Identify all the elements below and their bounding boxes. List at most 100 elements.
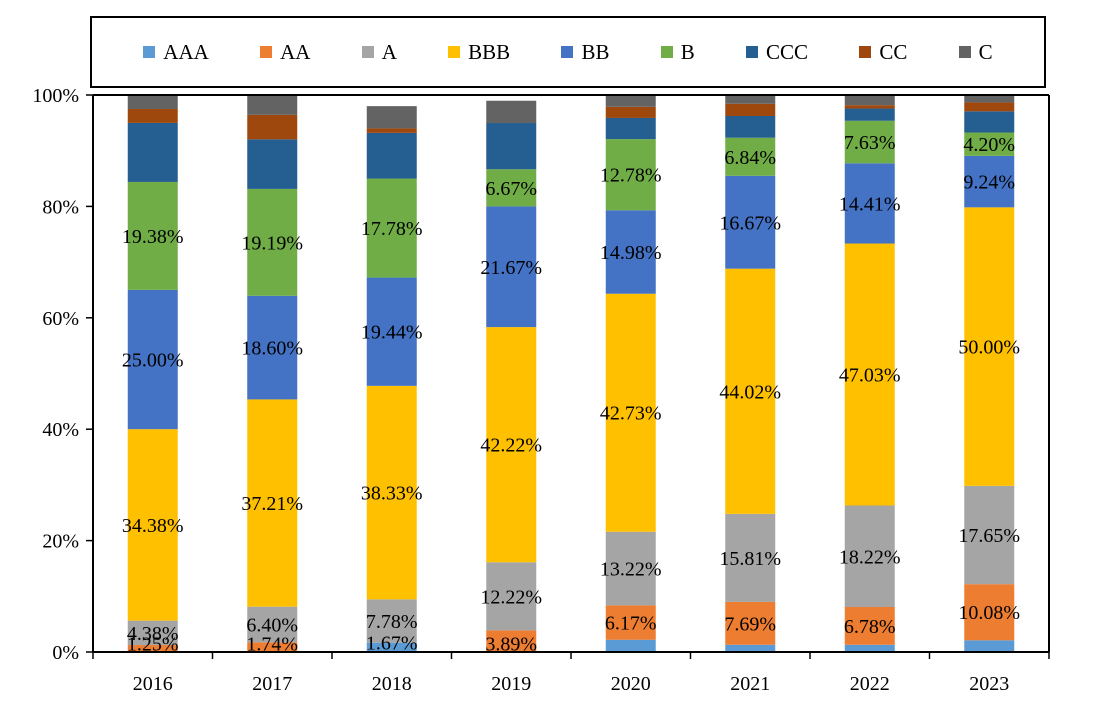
bar-segment: [605, 531, 656, 606]
bar-segment: [725, 103, 776, 116]
data-label: 21.67%: [480, 257, 542, 279]
bar-segment: [964, 132, 1015, 156]
x-tick-label: 2021: [730, 673, 770, 695]
data-label: 6.67%: [485, 178, 537, 200]
bar-segment: [605, 639, 656, 652]
bar-segment: [366, 599, 417, 643]
bar-segment: [486, 206, 537, 328]
y-tick-label: 80%: [42, 196, 79, 218]
data-label: 12.22%: [480, 586, 542, 608]
bar-segment: [127, 122, 178, 182]
bar-segment: [844, 95, 895, 106]
bar-segment: [366, 106, 417, 129]
bar-segment: [605, 210, 656, 294]
bar-segment: [964, 584, 1015, 641]
y-tick-label: 40%: [42, 419, 79, 441]
legend-label: C: [978, 39, 993, 64]
bar-segment: [486, 123, 537, 170]
data-label: 42.22%: [480, 435, 542, 457]
data-label: 10.08%: [958, 602, 1020, 624]
bar-segment: [964, 95, 1015, 103]
data-label: 19.44%: [361, 322, 423, 344]
bar-segment: [844, 243, 895, 506]
bar-segment: [366, 128, 417, 133]
bar-segment: [247, 606, 298, 643]
bar-segment: [127, 181, 178, 290]
bar-segment: [127, 95, 178, 109]
data-label: 19.19%: [241, 232, 303, 254]
bar-segment: [844, 105, 895, 109]
bar-segment: [964, 207, 1015, 486]
data-label: 14.41%: [839, 193, 901, 215]
legend-label: CC: [879, 39, 908, 64]
bar-segment: [486, 100, 537, 124]
bar-segment: [725, 137, 776, 176]
legend-item: AA: [260, 40, 310, 65]
y-tick-label: 0%: [52, 642, 79, 664]
data-label: 9.24%: [963, 172, 1015, 194]
data-label: 25.00%: [122, 350, 184, 372]
bar-segment: [605, 139, 656, 211]
x-tick-label: 2023: [969, 673, 1009, 695]
bar-segment: [725, 601, 776, 645]
data-label: 16.67%: [719, 212, 781, 234]
data-label: 4.20%: [963, 134, 1015, 156]
bar-segment: [605, 293, 656, 532]
data-label: 18.22%: [839, 546, 901, 568]
bar-segment: [127, 620, 178, 646]
legend-item: A: [361, 40, 397, 65]
data-label: 44.02%: [719, 381, 781, 403]
legend-label: AA: [280, 39, 311, 64]
data-label: 34.38%: [122, 515, 184, 537]
bar-segment: [366, 277, 417, 386]
legend-swatch: [561, 46, 574, 58]
bar-segment: [366, 132, 417, 179]
legend-item: BBB: [448, 40, 510, 65]
bar-segment: [486, 630, 537, 652]
bar-segment: [605, 106, 656, 118]
bar-segment: [725, 268, 776, 514]
bar-segment: [725, 644, 776, 652]
bar-segment: [247, 399, 298, 607]
bar-segment: [844, 644, 895, 652]
y-tick-label: 100%: [32, 85, 79, 107]
bar-segment: [844, 163, 895, 244]
data-label: 6.40%: [246, 614, 298, 636]
bar-segment: [127, 645, 178, 652]
data-label: 37.21%: [241, 493, 303, 515]
bar-segment: [964, 485, 1015, 585]
data-label: 3.89%: [485, 634, 537, 656]
legend-swatch: [143, 46, 156, 58]
legend-swatch: [859, 46, 872, 58]
bar-segment: [964, 640, 1015, 652]
data-label: 6.17%: [605, 613, 657, 635]
bar-segment: [964, 155, 1015, 208]
bar-segment: [725, 513, 776, 602]
data-label: 18.60%: [241, 338, 303, 360]
bar-segment: [964, 102, 1015, 112]
y-tick-label: 20%: [42, 531, 79, 553]
data-label: 13.22%: [600, 559, 662, 581]
bar-segment: [725, 116, 776, 138]
legend-item: CCC: [746, 40, 808, 65]
legend-label: CCC: [766, 39, 809, 64]
chart-legend: AAA AA A BBB BB B CCC CC C: [90, 16, 1046, 88]
bar-segment: [127, 108, 178, 123]
bar-segment: [127, 429, 178, 621]
bar-segment: [247, 139, 298, 189]
legend-item: AAA: [143, 40, 209, 65]
data-label: 17.78%: [361, 218, 423, 240]
bar-segment: [844, 108, 895, 121]
legend-item: C: [958, 39, 993, 65]
bar-segment: [247, 95, 298, 115]
bar-segment: [366, 385, 417, 600]
data-label: 7.78%: [366, 611, 418, 633]
x-tick-label: 2022: [850, 673, 890, 695]
y-tick-label: 60%: [42, 308, 79, 330]
bar-segment: [486, 327, 537, 563]
legend-label: B: [680, 39, 695, 64]
x-tick-label: 2016: [133, 673, 173, 695]
data-label: 7.63%: [844, 132, 896, 154]
